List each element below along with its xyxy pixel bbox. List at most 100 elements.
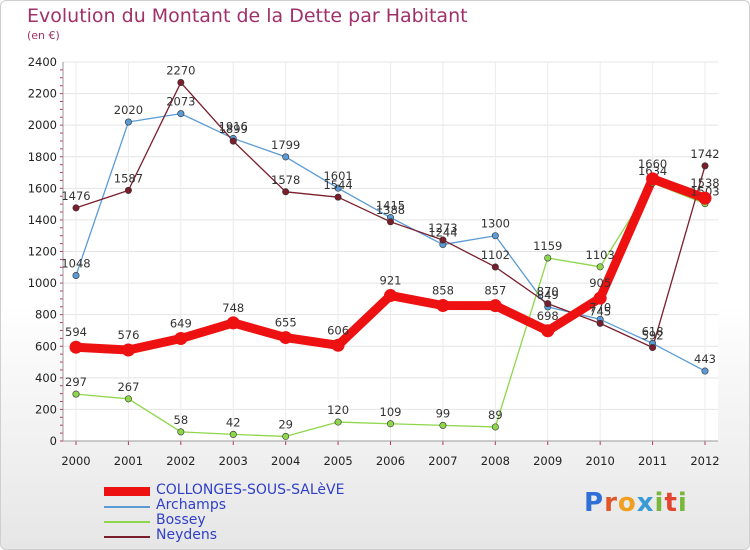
data-label: 1159 [533,239,562,253]
data-label: 649 [170,317,192,331]
data-label: 99 [436,406,451,420]
data-label: 58 [174,413,189,427]
brand-letter: r [604,488,618,518]
data-point [331,338,345,352]
data-point [701,367,709,375]
data-point [649,344,657,352]
data-label: 120 [327,403,349,417]
data-label: 1102 [481,248,510,262]
data-label: 1103 [586,248,615,262]
data-label: 1660 [638,157,667,171]
data-point [229,430,237,438]
data-point [177,79,185,87]
data-label: 2270 [166,64,195,78]
y-tick-label: 1800 [28,150,57,164]
data-point [439,421,447,429]
x-tick-label: 2002 [166,454,195,468]
data-point [384,289,397,303]
y-tick-label: 400 [35,371,57,385]
chart-title: Evolution du Montant de la Dette par Hab… [27,5,468,27]
data-label: 1587 [114,171,143,185]
x-tick-label: 2009 [533,454,562,468]
data-point [177,428,185,436]
data-label: 1742 [690,147,719,161]
data-label: 1415 [376,199,405,213]
data-label: 1476 [61,189,90,203]
data-label: 1916 [219,119,248,133]
data-point [334,193,342,201]
x-tick-label: 2006 [376,454,405,468]
y-tick-label: 1600 [28,181,57,195]
data-point [386,420,394,428]
data-label: 770 [589,300,611,314]
brand-letter: x [636,488,655,518]
data-label: 655 [275,316,297,330]
data-point [282,188,290,196]
x-tick-label: 2008 [481,454,510,468]
y-tick-label: 1400 [28,213,57,227]
data-label: 443 [694,352,716,366]
data-label: 2073 [166,95,195,109]
data-point [491,263,499,271]
data-point [124,395,132,403]
data-label: 109 [380,405,402,419]
data-point [544,254,552,262]
brand-letter: o [617,488,637,518]
y-tick-label: 1000 [28,276,57,290]
data-label: 594 [65,325,87,339]
data-label: 870 [537,285,559,299]
data-label: 905 [589,276,611,290]
data-label: 1544 [323,178,352,192]
y-tick-label: 0 [50,434,57,448]
brand-logo: Proxiti [584,488,688,518]
data-label: 618 [642,324,664,338]
data-point [491,232,499,240]
data-label: 1273 [428,221,457,235]
data-label: 2020 [114,103,143,117]
legend-swatch [104,520,150,523]
legend-label: Bossey [156,512,206,528]
data-label: 1578 [271,173,300,187]
data-point [282,432,290,440]
data-point [596,263,604,271]
data-label: 857 [484,284,506,298]
data-point [229,137,237,145]
y-tick-label: 2400 [28,55,57,69]
data-point [124,118,132,126]
data-point [439,236,447,244]
data-point [226,316,240,330]
data-label: 1388 [376,203,405,217]
data-label: 1048 [61,257,90,271]
legend-swatch [104,535,150,538]
data-label: 745 [589,304,611,318]
data-point [72,204,80,212]
data-point [69,340,83,354]
data-point [386,218,394,226]
y-tick-label: 200 [35,402,57,416]
data-point [72,390,80,398]
data-point [177,110,185,118]
y-tick-label: 1200 [28,245,57,259]
data-point [701,162,709,170]
x-tick-label: 2012 [690,454,719,468]
data-point [334,418,342,426]
legend-swatch [104,505,150,508]
brand-letter: i [654,488,665,518]
data-label: 606 [327,323,349,337]
y-tick-label: 600 [35,339,57,353]
data-label: 297 [65,375,87,389]
data-label: 748 [222,301,244,315]
legend-label: Neydens [156,527,218,543]
data-point [334,184,342,192]
data-point [436,299,450,313]
data-label: 1799 [271,138,300,152]
data-point [174,332,188,346]
data-point [124,186,132,194]
data-label: 849 [537,288,559,302]
data-point [282,153,290,161]
data-point [646,172,660,186]
data-label: 267 [117,380,139,394]
data-label: 1538 [690,176,719,190]
